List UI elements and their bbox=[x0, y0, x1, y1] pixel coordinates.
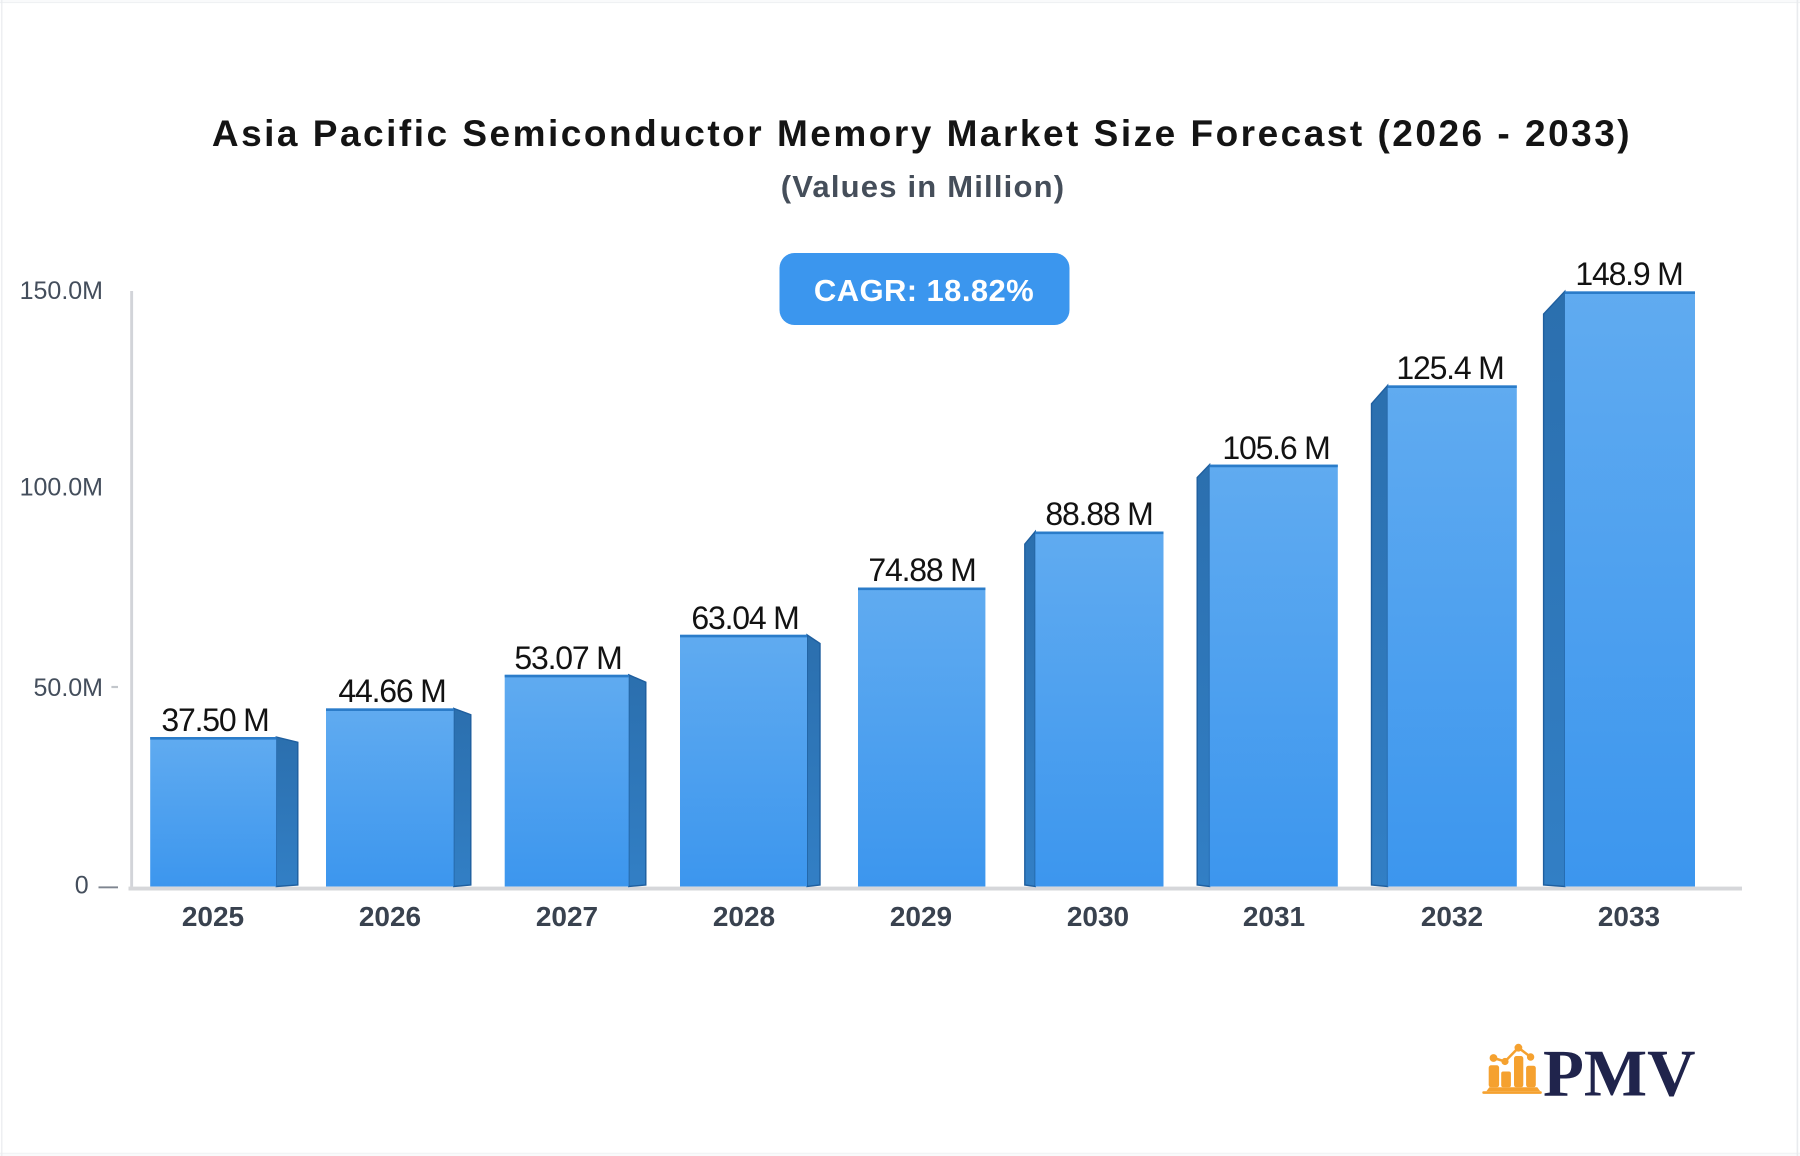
svg-text:2029: 2029 bbox=[890, 901, 952, 932]
svg-text:CAGR: 18.82%: CAGR: 18.82% bbox=[814, 273, 1034, 308]
svg-text:100.0M: 100.0M bbox=[20, 474, 103, 502]
svg-text:0: 0 bbox=[75, 872, 89, 900]
svg-text:2030: 2030 bbox=[1067, 901, 1129, 932]
svg-text:63.04 M: 63.04 M bbox=[691, 600, 798, 636]
svg-text:105.6 M: 105.6 M bbox=[1222, 430, 1329, 466]
svg-text:37.50 M: 37.50 M bbox=[161, 702, 268, 738]
svg-text:148.9 M: 148.9 M bbox=[1575, 256, 1682, 292]
svg-text:2026: 2026 bbox=[359, 901, 421, 932]
svg-text:2033: 2033 bbox=[1598, 901, 1660, 932]
svg-text:PMV: PMV bbox=[1543, 1037, 1696, 1111]
svg-text:2032: 2032 bbox=[1421, 901, 1483, 932]
svg-text:150.0M: 150.0M bbox=[20, 277, 103, 305]
svg-text:2028: 2028 bbox=[713, 901, 775, 932]
svg-text:2031: 2031 bbox=[1243, 901, 1305, 932]
svg-text:(Values in Million): (Values in Million) bbox=[781, 169, 1066, 204]
svg-text:53.07 M: 53.07 M bbox=[514, 640, 621, 676]
svg-text:88.88 M: 88.88 M bbox=[1045, 496, 1152, 532]
svg-text:2027: 2027 bbox=[536, 901, 598, 932]
svg-text:50.0M: 50.0M bbox=[34, 674, 103, 702]
svg-text:125.4 M: 125.4 M bbox=[1396, 350, 1503, 386]
svg-text:44.66 M: 44.66 M bbox=[338, 673, 445, 709]
svg-text:2025: 2025 bbox=[182, 901, 244, 932]
svg-text:74.88 M: 74.88 M bbox=[868, 552, 975, 588]
svg-text:Asia Pacific Semiconductor Mem: Asia Pacific Semiconductor Memory Market… bbox=[212, 113, 1632, 154]
